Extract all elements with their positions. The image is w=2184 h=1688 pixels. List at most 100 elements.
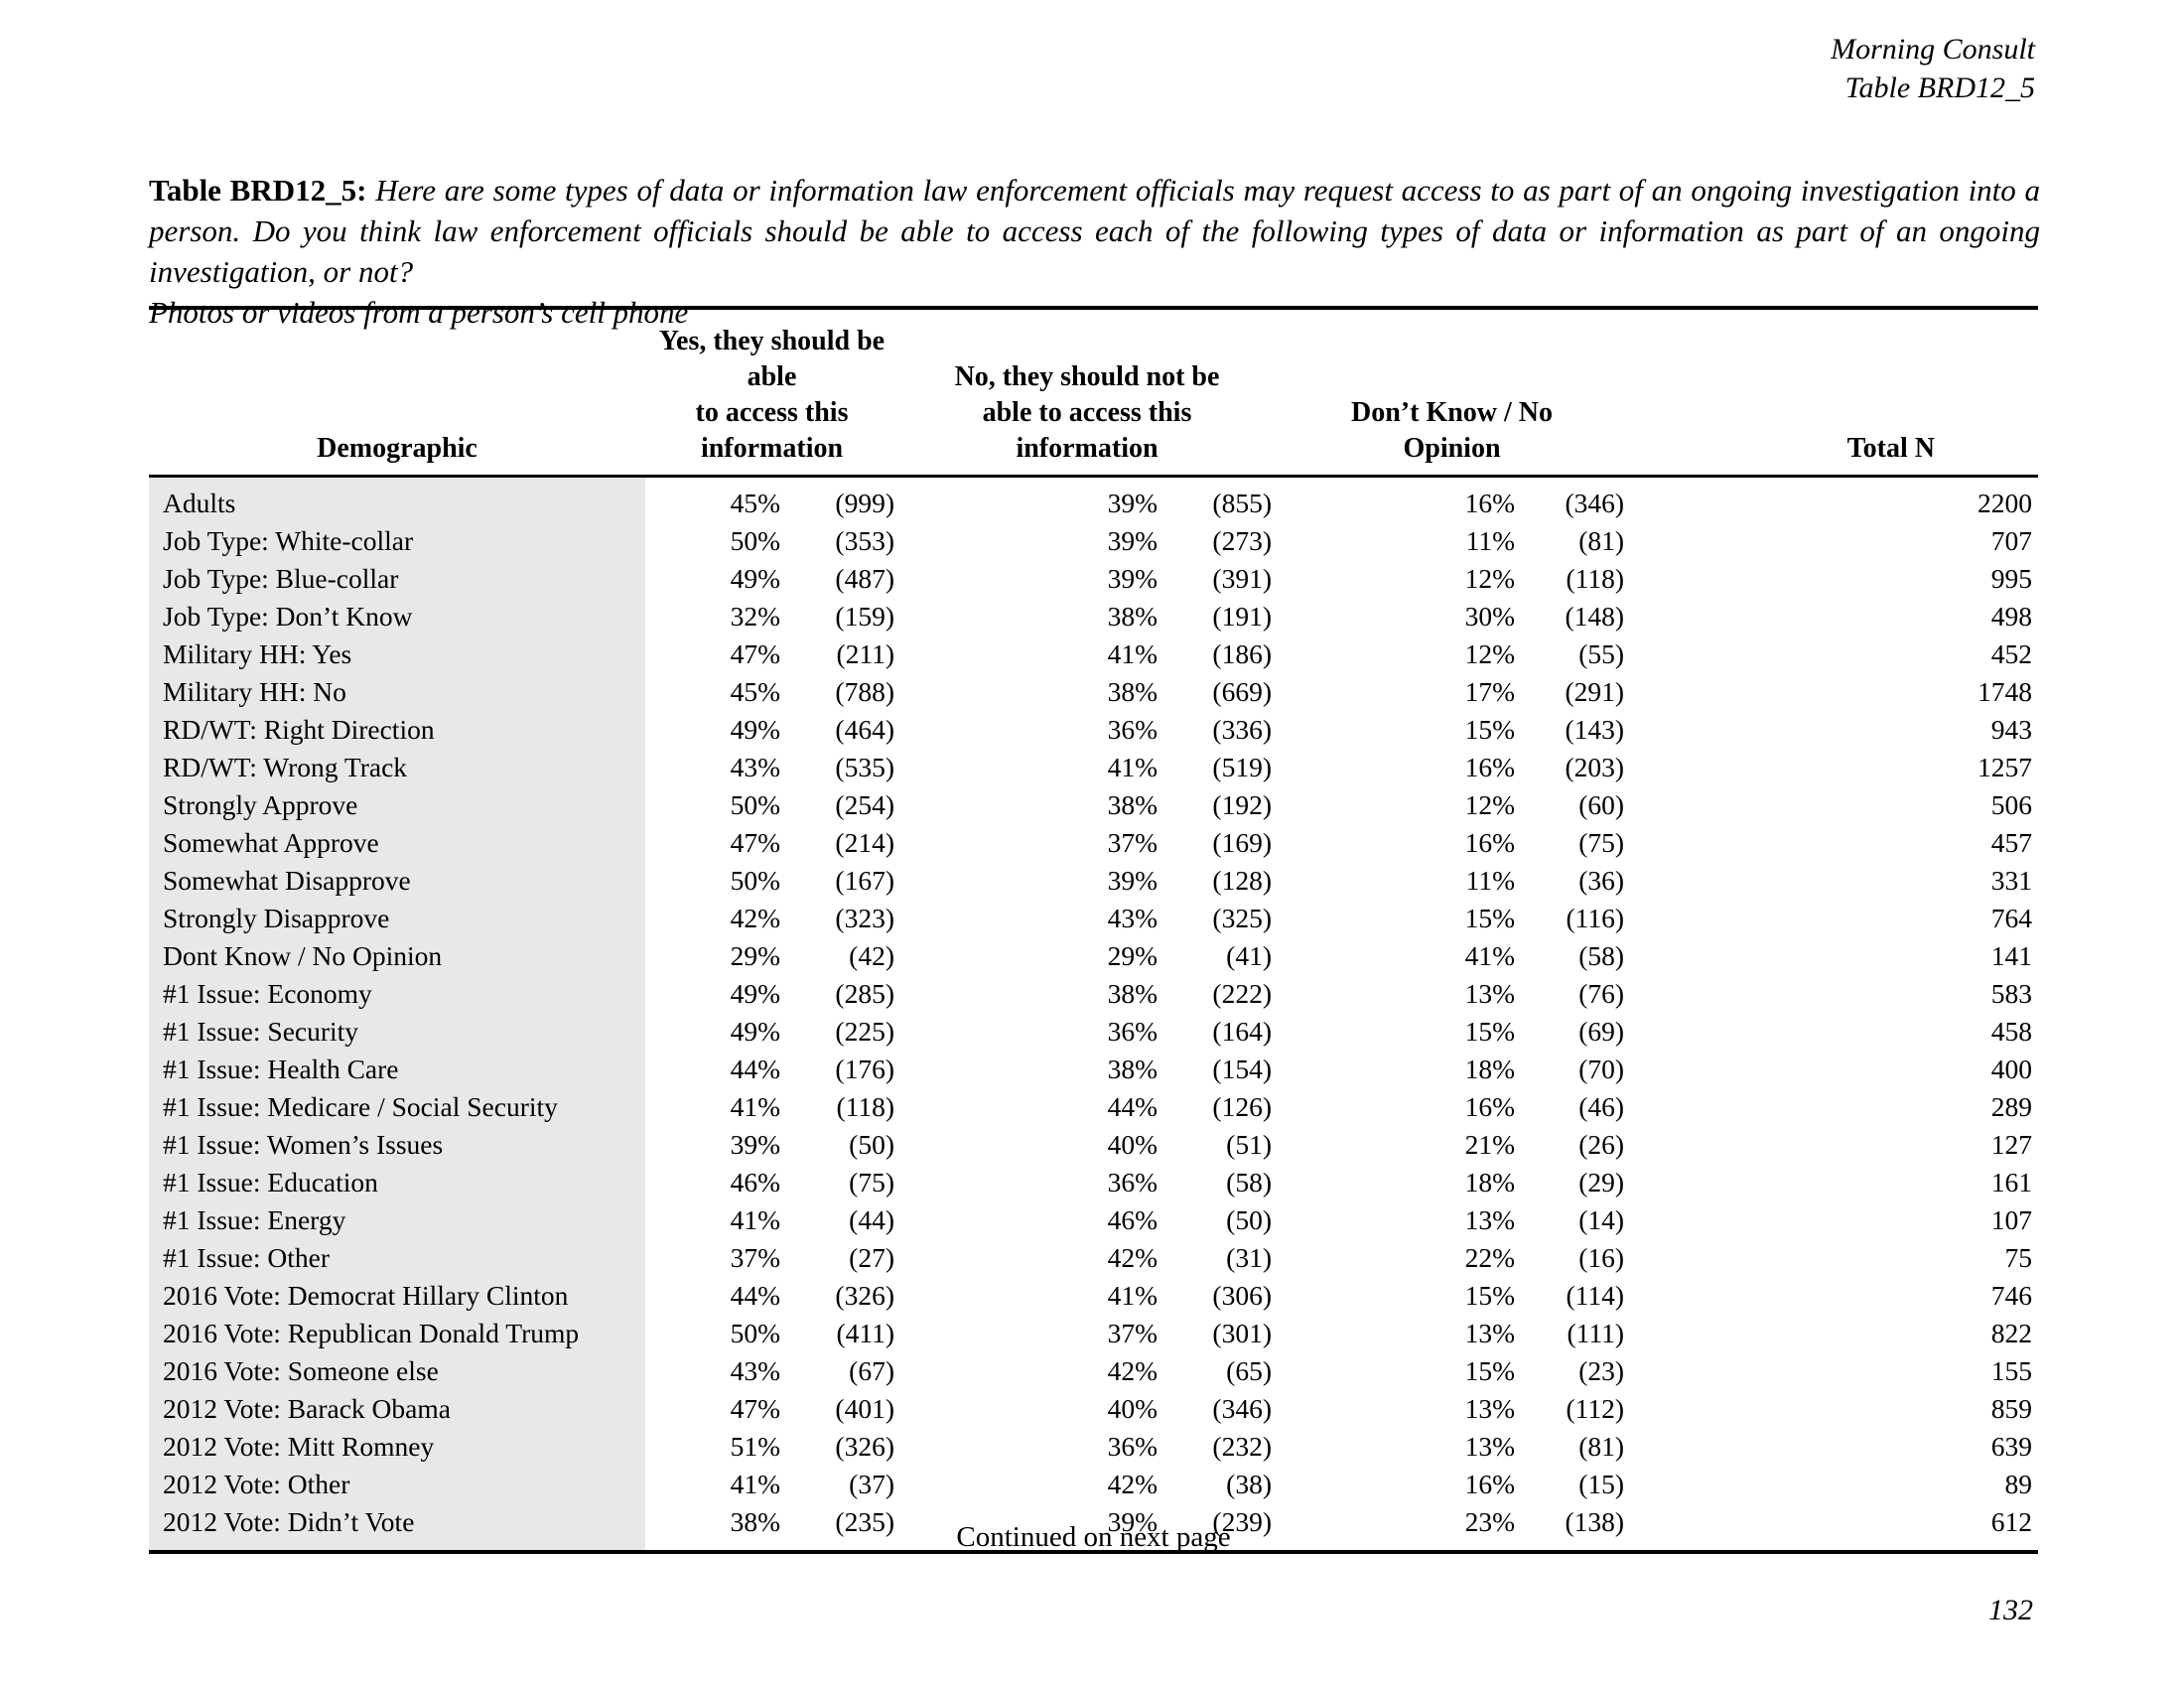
cell-dk-pct: 12% bbox=[1464, 789, 1515, 820]
column-header-yes: Yes, they should be able to access this … bbox=[645, 308, 898, 478]
cell-no-pct: 39% bbox=[1107, 563, 1158, 594]
cell-no-n: (855) bbox=[1212, 488, 1272, 518]
cell-dk-n: (111) bbox=[1567, 1318, 1625, 1348]
cell-no-pct: 39% bbox=[1107, 488, 1158, 518]
cell-total: 764 bbox=[1990, 903, 2033, 933]
cell-total: 506 bbox=[1990, 789, 2033, 820]
page-number: 132 bbox=[1988, 1594, 2033, 1626]
cell-dk-n: (148) bbox=[1565, 601, 1625, 632]
cell-label: #1 Issue: Women’s Issues bbox=[149, 1126, 645, 1164]
cell-yes-n: (254) bbox=[835, 789, 894, 820]
cell-dk-pct: 21% bbox=[1464, 1129, 1515, 1160]
cell-yes-n: (44) bbox=[849, 1204, 894, 1235]
cell-dk-n: (26) bbox=[1578, 1129, 1625, 1160]
table-header: Demographic Yes, they should be able to … bbox=[149, 308, 2039, 478]
cell-no-pct: 38% bbox=[1107, 676, 1158, 707]
column-header-no: No, they should not be able to access th… bbox=[898, 308, 1276, 478]
cell-yes-pct: 43% bbox=[730, 1355, 780, 1386]
cell-dk-pct: 16% bbox=[1464, 488, 1515, 518]
cell-yes-n: (176) bbox=[835, 1054, 894, 1084]
table-row: Military HH: Yes 47% (211) 41% (186) 12% (55) 4… bbox=[149, 635, 2038, 673]
cell-total: 1748 bbox=[1978, 676, 2033, 707]
cell-dk-pct: 12% bbox=[1464, 638, 1515, 669]
table-row: 2012 Vote: Barack Obama 47% (401) 40% (346) 1… bbox=[149, 1390, 2038, 1428]
cell-dk-n: (14) bbox=[1578, 1204, 1625, 1235]
cell-no-pct: 42% bbox=[1107, 1355, 1158, 1386]
cell-yes-pct: 45% bbox=[730, 676, 780, 707]
table-row: #1 Issue: Women’s Issues 39% (50) 40% (51) 21… bbox=[149, 1126, 2038, 1164]
cell-yes-pct: 41% bbox=[730, 1469, 780, 1499]
cell-no-pct: 42% bbox=[1107, 1242, 1158, 1273]
table-row: #1 Issue: Education 46% (75) 36% (58) 18% (29)… bbox=[149, 1164, 2038, 1201]
table-row: 2016 Vote: Democrat Hillary Clinton 44% (3… bbox=[149, 1277, 2038, 1315]
cell-no-pct: 40% bbox=[1107, 1129, 1158, 1160]
cell-dk-n: (143) bbox=[1565, 714, 1625, 745]
cell-label: Somewhat Disapprove bbox=[149, 862, 645, 900]
table-row: 2012 Vote: Mitt Romney 51% (326) 36% (232) 13… bbox=[149, 1428, 2038, 1466]
cell-yes-n: (167) bbox=[835, 865, 894, 896]
cell-label: Strongly Disapprove bbox=[149, 900, 645, 937]
cell-no-n: (169) bbox=[1212, 827, 1272, 858]
cell-no-pct: 43% bbox=[1107, 903, 1158, 933]
cell-no-n: (50) bbox=[1226, 1204, 1272, 1235]
cell-dk-n: (36) bbox=[1578, 865, 1625, 896]
cell-no-pct: 36% bbox=[1107, 1431, 1158, 1462]
cell-dk-n: (69) bbox=[1578, 1016, 1625, 1047]
cell-total: 457 bbox=[1990, 827, 2033, 858]
table-row: #1 Issue: Economy 49% (285) 38% (222) 13% (76)… bbox=[149, 975, 2038, 1013]
cell-total: 155 bbox=[1990, 1355, 2033, 1386]
cell-yes-n: (326) bbox=[835, 1280, 894, 1311]
cell-dk-n: (81) bbox=[1578, 1431, 1625, 1462]
table-row: Somewhat Approve 47% (214) 37% (169) 16% (75) 4… bbox=[149, 824, 2038, 862]
cell-no-pct: 38% bbox=[1107, 601, 1158, 632]
cell-total: 141 bbox=[1990, 940, 2033, 971]
cell-no-pct: 36% bbox=[1107, 714, 1158, 745]
cell-no-n: (126) bbox=[1212, 1091, 1272, 1122]
cell-total: 107 bbox=[1990, 1204, 2033, 1235]
cell-no-n: (239) bbox=[1212, 1506, 1272, 1537]
cell-label: Military HH: Yes bbox=[149, 635, 645, 673]
cell-yes-n: (211) bbox=[836, 638, 894, 669]
cell-yes-n: (37) bbox=[849, 1469, 894, 1499]
cell-dk-pct: 15% bbox=[1464, 1280, 1515, 1311]
cell-yes-pct: 42% bbox=[730, 903, 780, 933]
cell-label: 2012 Vote: Mitt Romney bbox=[149, 1428, 645, 1466]
cell-no-n: (164) bbox=[1212, 1016, 1272, 1047]
cell-yes-pct: 50% bbox=[730, 789, 780, 820]
cell-dk-n: (46) bbox=[1578, 1091, 1625, 1122]
cell-no-n: (346) bbox=[1212, 1393, 1272, 1424]
cell-dk-pct: 41% bbox=[1464, 940, 1515, 971]
cell-yes-n: (225) bbox=[835, 1016, 894, 1047]
cell-yes-n: (235) bbox=[835, 1506, 894, 1537]
cell-no-n: (232) bbox=[1212, 1431, 1272, 1462]
cell-dk-pct: 16% bbox=[1464, 1091, 1515, 1122]
cell-yes-pct: 49% bbox=[730, 1016, 780, 1047]
cell-total: 452 bbox=[1990, 638, 2033, 669]
cell-yes-pct: 37% bbox=[730, 1242, 780, 1273]
cell-yes-n: (323) bbox=[835, 903, 894, 933]
cell-dk-n: (58) bbox=[1578, 940, 1625, 971]
table-row: #1 Issue: Other 37% (27) 42% (31) 22% (16) 75 bbox=[149, 1239, 2038, 1277]
cell-dk-pct: 15% bbox=[1464, 714, 1515, 745]
brand-name: Morning Consult bbox=[1831, 33, 2035, 66]
cell-dk-pct: 17% bbox=[1464, 676, 1515, 707]
crosstab-table: Demographic Yes, they should be able to … bbox=[149, 306, 2039, 1554]
cell-yes-pct: 44% bbox=[730, 1280, 780, 1311]
cell-dk-n: (81) bbox=[1578, 525, 1625, 556]
cell-label: #1 Issue: Health Care bbox=[149, 1051, 645, 1088]
cell-label: Job Type: Blue-collar bbox=[149, 560, 645, 598]
cell-label: Job Type: White-collar bbox=[149, 522, 645, 560]
cell-total: 2200 bbox=[1978, 488, 2033, 518]
cell-yes-pct: 51% bbox=[730, 1431, 780, 1462]
cell-label: Somewhat Approve bbox=[149, 824, 645, 862]
cell-yes-n: (50) bbox=[849, 1129, 894, 1160]
cell-total: 859 bbox=[1990, 1393, 2033, 1424]
cell-dk-pct: 11% bbox=[1465, 525, 1515, 556]
cell-dk-n: (346) bbox=[1565, 488, 1625, 518]
cell-label: RD/WT: Wrong Track bbox=[149, 749, 645, 786]
cell-dk-n: (60) bbox=[1578, 789, 1625, 820]
cell-label: Military HH: No bbox=[149, 673, 645, 711]
cell-dk-pct: 23% bbox=[1464, 1506, 1515, 1537]
cell-no-n: (273) bbox=[1212, 525, 1272, 556]
